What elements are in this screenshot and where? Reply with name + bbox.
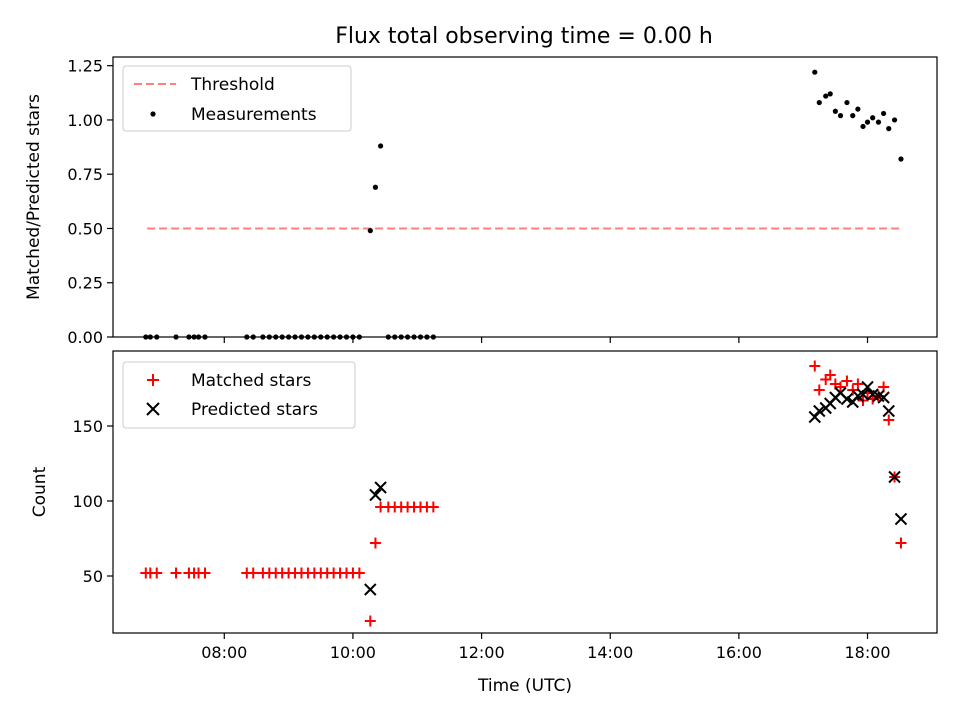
measurement-point xyxy=(823,93,829,99)
measurement-point xyxy=(377,143,384,149)
matched-star-point xyxy=(247,567,259,579)
matched-star-point xyxy=(364,615,376,627)
matched-legend-swatch xyxy=(147,374,159,386)
count-x-ticks: 08:00 10:00 12:00 14:00 16:00 18:00 xyxy=(201,633,891,662)
ratio-legend: Threshold Measurements xyxy=(122,65,352,132)
measurements-legend-label: Measurements xyxy=(191,105,317,125)
matched-star-point xyxy=(895,537,907,549)
matched-star-point xyxy=(199,567,211,579)
measurement-point xyxy=(898,156,904,162)
predicted-legend-label: Predicted stars xyxy=(191,400,318,420)
matched-star-point xyxy=(369,537,381,549)
count-legend-box xyxy=(122,361,356,429)
ratio-legend-box xyxy=(122,65,352,132)
threshold-legend-label: Threshold xyxy=(190,75,275,95)
predicted-star-point xyxy=(840,392,854,406)
matched-legend-label: Matched stars xyxy=(191,371,311,391)
measurement-point xyxy=(860,123,866,130)
count-y-tick-label: 100 xyxy=(72,492,103,511)
count-x-tick-label: 12:00 xyxy=(459,643,505,662)
ratio-y-tick-label: 0.00 xyxy=(67,328,103,347)
count-y-ticks: 50 100 150 xyxy=(72,417,113,586)
measurement-point xyxy=(367,228,373,234)
ratio-y-axis-label: Matched/Predicted stars xyxy=(24,94,44,300)
matched-star-point xyxy=(883,414,895,426)
ratio-y-tick-label: 0.50 xyxy=(67,219,103,238)
measurement-point xyxy=(891,117,898,123)
x-axis-label: Time (UTC) xyxy=(477,676,572,696)
measurement-point xyxy=(881,110,887,117)
measurement-point xyxy=(837,113,844,119)
matched-star-point xyxy=(353,567,365,579)
predicted-star-point xyxy=(877,391,890,404)
measurement-point xyxy=(827,91,833,97)
ratio-panel-frame xyxy=(112,56,938,338)
count-y-tick-label: 150 xyxy=(72,417,103,436)
predicted-star-point xyxy=(813,404,826,418)
matched-star-point xyxy=(841,375,853,387)
matched-star-point xyxy=(852,378,864,390)
count-marks xyxy=(140,360,908,627)
count-x-tick-label: 18:00 xyxy=(844,643,890,662)
predicted-star-point xyxy=(856,388,870,401)
predicted-legend-swatch xyxy=(146,402,160,416)
measurement-point xyxy=(832,108,838,114)
predicted-star-point xyxy=(364,583,377,596)
chart-title: Flux total observing time = 0.00 h xyxy=(335,24,713,49)
matched-star-point xyxy=(824,369,836,381)
predicted-star-point xyxy=(882,404,895,418)
measurement-point xyxy=(886,126,892,132)
ratio-y-ticks: 0.00 0.25 0.50 0.75 1.00 1.25 xyxy=(67,57,113,347)
predicted-star-point xyxy=(369,488,382,502)
matched-star-point xyxy=(809,360,821,372)
matched-star-point xyxy=(835,381,847,393)
matched-star-point xyxy=(427,501,439,513)
predicted-star-point xyxy=(861,380,874,394)
count-y-axis-label: Count xyxy=(30,466,50,517)
measurement-point xyxy=(870,115,876,121)
measurements-legend-swatch xyxy=(150,111,156,117)
measurement-point xyxy=(812,69,818,75)
matched-star-point xyxy=(170,567,182,579)
ratio-x-ticks xyxy=(223,337,869,343)
count-y-tick-label: 50 xyxy=(83,567,103,586)
measurement-point xyxy=(850,113,856,119)
count-x-tick-label: 16:00 xyxy=(716,643,762,662)
predicted-star-point xyxy=(374,481,387,494)
count-x-tick-label: 08:00 xyxy=(201,643,247,662)
predicted-star-point xyxy=(808,410,821,424)
measurement-point xyxy=(855,106,861,112)
measurement-point xyxy=(875,119,882,125)
ratio-panel: 0.00 0.25 0.50 0.75 1.00 1.25 Matched/Predict… xyxy=(24,56,938,347)
ratio-y-tick-label: 0.25 xyxy=(67,274,103,293)
count-legend: Matched stars Predicted stars xyxy=(122,361,356,429)
count-x-tick-label: 14:00 xyxy=(587,643,633,662)
ratio-y-tick-label: 1.00 xyxy=(67,111,103,130)
matched-star-point xyxy=(847,384,859,396)
matched-star-point xyxy=(151,567,163,579)
predicted-star-point xyxy=(894,512,908,526)
ratio-y-tick-label: 0.75 xyxy=(67,165,103,184)
ratio-y-tick-label: 1.25 xyxy=(67,57,103,76)
matched-star-point xyxy=(813,384,825,396)
measurement-point xyxy=(864,119,871,125)
predicted-star-point xyxy=(888,470,901,484)
count-panel-frame xyxy=(112,350,938,634)
measurement-point xyxy=(844,99,850,106)
measurement-point xyxy=(816,99,822,106)
count-x-tick-label: 10:00 xyxy=(330,643,376,662)
measurement-point xyxy=(372,184,379,190)
